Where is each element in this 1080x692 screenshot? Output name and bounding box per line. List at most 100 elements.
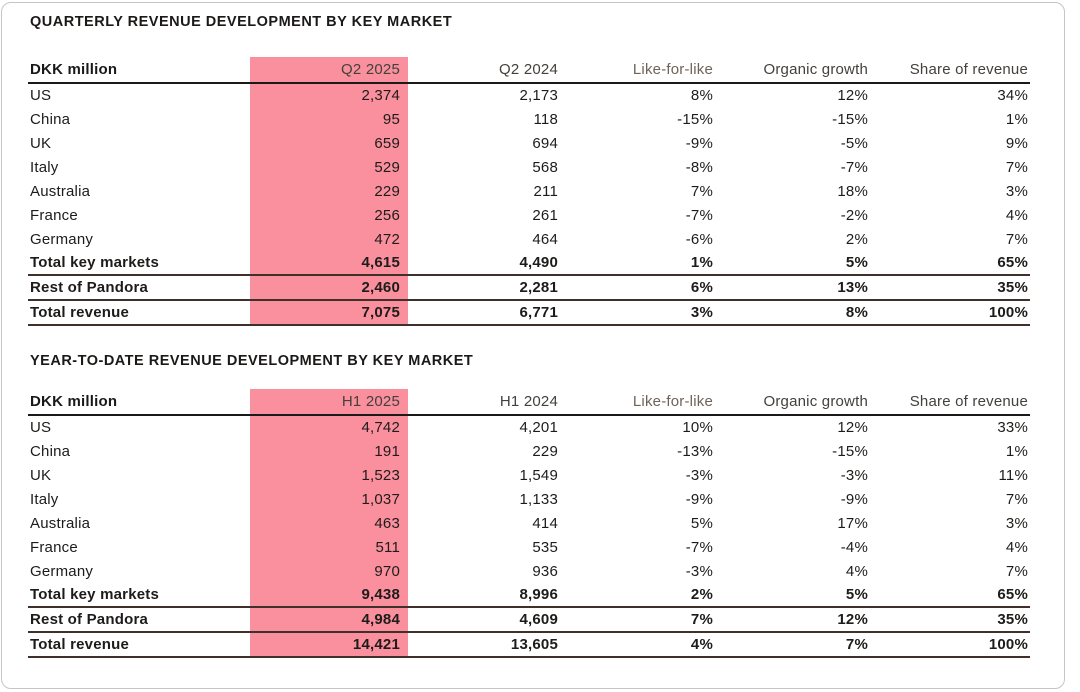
value-cell: 100% bbox=[870, 632, 1030, 658]
table-row: UK 659 694 -9% -5% 9% bbox=[28, 131, 1030, 155]
value-cell: 65% bbox=[870, 251, 1030, 276]
market-label: Total key markets bbox=[28, 251, 250, 276]
value-cell: 7,075 bbox=[250, 300, 408, 326]
value-cell: 511 bbox=[250, 535, 408, 559]
ytd-table-body: US 4,742 4,201 10% 12% 33% China 191 229 -13% -15%… bbox=[28, 415, 1030, 658]
value-cell: 4,615 bbox=[250, 251, 408, 276]
table-row: Total revenue 14,421 13,605 4% 7% 100% bbox=[28, 632, 1030, 658]
value-cell: 8,996 bbox=[408, 583, 560, 608]
value-cell: -6% bbox=[685, 230, 713, 248]
value-cell: 970 bbox=[250, 559, 408, 583]
value-cell: 7% bbox=[690, 182, 713, 200]
value-cell: 35% bbox=[870, 275, 1030, 301]
market-label: Australia bbox=[30, 514, 91, 532]
value-cell: 4% bbox=[1005, 538, 1028, 556]
value-cell: 7% bbox=[1005, 490, 1028, 508]
value-cell: 6% bbox=[560, 275, 715, 301]
table-row: Total key markets 4,615 4,490 1% 5% 65% bbox=[28, 251, 1030, 276]
value-cell: 568 bbox=[532, 158, 558, 176]
table-row: Rest of Pandora 4,984 4,609 7% 12% 35% bbox=[28, 607, 1030, 633]
market-label: China bbox=[30, 110, 71, 128]
column-header-share-of-revenue: Share of revenue bbox=[870, 57, 1030, 84]
market-label: Total revenue bbox=[28, 632, 250, 658]
column-header-like-for-like: Like-for-like bbox=[560, 57, 715, 84]
market-label: Australia bbox=[30, 182, 91, 200]
table-row: Total key markets 9,438 8,996 2% 5% 65% bbox=[28, 583, 1030, 608]
value-cell: 5% bbox=[690, 514, 713, 532]
table-row: Australia 463 414 5% 17% 3% bbox=[28, 511, 1030, 535]
value-cell: 118 bbox=[533, 110, 558, 128]
value-cell: 2,281 bbox=[408, 275, 560, 301]
table-row: Italy 529 568 -8% -7% 7% bbox=[28, 155, 1030, 179]
value-cell: 8% bbox=[715, 300, 870, 326]
value-cell: 65% bbox=[870, 583, 1030, 608]
value-cell: 4,490 bbox=[408, 251, 560, 276]
table-row: China 95 118 -15% -15% 1% bbox=[28, 107, 1030, 131]
column-header-q2-2025: Q2 2025 bbox=[250, 57, 408, 84]
value-cell: 13,605 bbox=[408, 632, 560, 658]
value-cell: 1% bbox=[1005, 442, 1028, 460]
value-cell: -9% bbox=[685, 490, 713, 508]
value-cell: 3% bbox=[1005, 514, 1028, 532]
market-label: UK bbox=[30, 134, 52, 152]
report-content: QUARTERLY REVENUE DEVELOPMENT BY KEY MAR… bbox=[2, 3, 1064, 658]
value-cell: 529 bbox=[250, 155, 408, 179]
value-cell: -7% bbox=[685, 538, 713, 556]
value-cell: 35% bbox=[870, 607, 1030, 633]
value-cell: 5% bbox=[715, 251, 870, 276]
unit-label: DKK million bbox=[28, 57, 250, 84]
value-cell: 13% bbox=[715, 275, 870, 301]
value-cell: -3% bbox=[685, 466, 713, 484]
value-cell: 4% bbox=[560, 632, 715, 658]
value-cell: 694 bbox=[532, 134, 558, 152]
value-cell: 229 bbox=[250, 179, 408, 203]
value-cell: 1% bbox=[1005, 110, 1028, 128]
value-cell: 4,742 bbox=[250, 415, 408, 439]
value-cell: 7% bbox=[1005, 562, 1028, 580]
quarterly-revenue-section: QUARTERLY REVENUE DEVELOPMENT BY KEY MAR… bbox=[28, 14, 1064, 326]
value-cell: 1,549 bbox=[519, 466, 558, 484]
value-cell: 7% bbox=[560, 607, 715, 633]
value-cell: 100% bbox=[870, 300, 1030, 326]
value-cell: 2,374 bbox=[250, 83, 408, 107]
table-row: Italy 1,037 1,133 -9% -9% 7% bbox=[28, 487, 1030, 511]
market-label: UK bbox=[30, 466, 52, 484]
value-cell: -13% bbox=[677, 442, 713, 460]
market-label: US bbox=[30, 419, 52, 436]
value-cell: -7% bbox=[840, 158, 868, 176]
value-cell: -9% bbox=[685, 134, 713, 152]
value-cell: 7% bbox=[1005, 158, 1028, 176]
table-row: Germany 472 464 -6% 2% 7% bbox=[28, 227, 1030, 251]
ytd-revenue-table: DKK million H1 2025 H1 2024 Like-for-lik… bbox=[28, 389, 1030, 658]
quarterly-table-body: US 2,374 2,173 8% 12% 34% China 95 118 -15% -15% 1%… bbox=[28, 83, 1030, 326]
value-cell: 10% bbox=[682, 419, 713, 436]
value-cell: 2,173 bbox=[519, 87, 558, 104]
market-label: Germany bbox=[30, 562, 94, 580]
market-label: China bbox=[30, 442, 71, 460]
table-row: Rest of Pandora 2,460 2,281 6% 13% 35% bbox=[28, 275, 1030, 301]
market-label: Italy bbox=[30, 158, 59, 176]
value-cell: 8% bbox=[690, 87, 713, 104]
unit-label: DKK million bbox=[28, 389, 250, 416]
value-cell: 4% bbox=[1005, 206, 1028, 224]
value-cell: 1,037 bbox=[250, 487, 408, 511]
value-cell: 191 bbox=[250, 439, 408, 463]
table-row: France 511 535 -7% -4% 4% bbox=[28, 535, 1030, 559]
market-label: France bbox=[30, 538, 78, 556]
value-cell: 659 bbox=[250, 131, 408, 155]
value-cell: 1,523 bbox=[250, 463, 408, 487]
report-card: QUARTERLY REVENUE DEVELOPMENT BY KEY MAR… bbox=[1, 2, 1065, 689]
value-cell: 463 bbox=[250, 511, 408, 535]
value-cell: 2% bbox=[845, 230, 868, 248]
value-cell: 936 bbox=[532, 562, 558, 580]
value-cell: -4% bbox=[840, 538, 868, 556]
value-cell: 4,609 bbox=[408, 607, 560, 633]
header-row: DKK million H1 2025 H1 2024 Like-for-lik… bbox=[28, 389, 1030, 416]
value-cell: 464 bbox=[532, 230, 558, 248]
value-cell: 6,771 bbox=[408, 300, 560, 326]
ytd-section-title: YEAR-TO-DATE REVENUE DEVELOPMENT BY KEY … bbox=[30, 353, 474, 369]
column-header-h1-2024: H1 2024 bbox=[408, 389, 560, 416]
value-cell: 14,421 bbox=[250, 632, 408, 658]
value-cell: 34% bbox=[997, 87, 1028, 104]
value-cell: 33% bbox=[997, 419, 1028, 436]
